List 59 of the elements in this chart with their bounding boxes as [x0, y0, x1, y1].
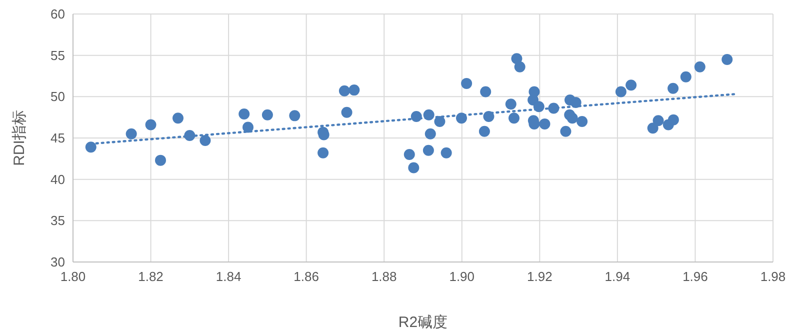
point	[348, 84, 360, 96]
point	[508, 112, 520, 124]
point	[434, 116, 446, 127]
x-tick-label: 1.90	[449, 269, 475, 284]
point	[262, 109, 273, 120]
y-tick-label: 35	[50, 213, 65, 228]
point	[440, 147, 452, 158]
x-tick-label: 1.88	[371, 269, 397, 284]
point	[652, 115, 664, 126]
point	[424, 128, 436, 140]
point	[404, 149, 415, 160]
point	[560, 126, 572, 137]
point	[505, 98, 516, 110]
point	[238, 108, 250, 120]
x-tick-label: 1.80	[60, 269, 86, 284]
point	[668, 114, 679, 126]
point	[172, 112, 184, 124]
point	[145, 119, 156, 130]
x-tick-label: 1.96	[682, 269, 708, 284]
point	[338, 85, 350, 96]
point	[422, 144, 434, 156]
point	[539, 118, 550, 130]
y-tick-label: 40	[50, 172, 65, 187]
point	[615, 86, 626, 98]
point	[694, 61, 706, 72]
point	[126, 128, 137, 140]
y-axis-title: RDI指标	[11, 110, 28, 166]
x-tick-label: 1.84	[216, 269, 242, 284]
point	[566, 112, 578, 124]
point	[155, 154, 166, 166]
point	[647, 122, 658, 134]
point	[680, 71, 692, 82]
y-tick-label: 30	[50, 254, 65, 270]
point	[478, 126, 490, 137]
point	[341, 106, 352, 118]
point	[722, 54, 733, 65]
point	[514, 61, 526, 72]
point	[480, 86, 492, 98]
point	[461, 78, 472, 89]
x-tick-label: 1.94	[604, 269, 630, 284]
y-tick-label: 55	[50, 48, 65, 63]
point	[200, 134, 211, 146]
x-tick-label: 1.98	[760, 269, 786, 284]
y-tick-label: 50	[50, 89, 65, 104]
point	[408, 162, 420, 174]
y-tick-label: 60	[50, 6, 65, 22]
point	[626, 80, 637, 91]
point	[668, 82, 679, 94]
point	[85, 142, 96, 153]
x-axis-title: R2碱度	[398, 314, 448, 331]
x-tick-label: 1.86	[294, 269, 319, 284]
point	[511, 53, 522, 64]
point	[242, 122, 254, 133]
x-tick-label: 1.92	[527, 269, 552, 284]
x-tick-label: 1.82	[138, 269, 164, 284]
point	[576, 116, 588, 127]
point	[318, 147, 329, 158]
point	[289, 110, 300, 122]
y-tick-label: 45	[50, 130, 65, 146]
